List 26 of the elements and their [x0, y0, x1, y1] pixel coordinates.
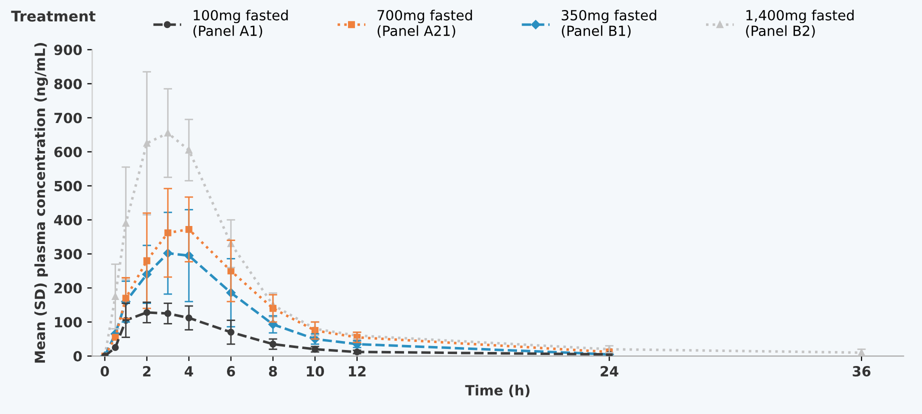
y-tick-label: 900: [54, 44, 82, 56]
legend-label: 350mg fasted (Panel B1): [562, 10, 656, 38]
x-tick-label: 36: [852, 366, 870, 377]
x-axis-title: Time (h): [465, 384, 530, 398]
legend-label: 1,400mg fasted (Panel B2): [746, 10, 854, 38]
y-tick-label: 700: [54, 112, 82, 124]
x-tick-label: 4: [184, 366, 194, 376]
x-tick-label: 6: [226, 366, 236, 377]
x-tick-label: 8: [268, 366, 277, 377]
y-tick-label: 400: [54, 214, 82, 226]
legend-title: Treatment: [11, 10, 96, 22]
y-tick-label: 600: [54, 146, 82, 158]
y-tick-label: 800: [54, 78, 82, 90]
x-tick-label: 0: [100, 366, 109, 377]
y-tick-label: 500: [54, 180, 82, 192]
y-tick-label: 100: [55, 316, 82, 328]
y-tick-label: 0: [73, 351, 82, 362]
y-axis-title: Mean (SD) plasma concentration (ng/mL): [34, 43, 48, 363]
x-tick-label: 10: [306, 366, 324, 377]
legend-label: 100mg fasted (Panel A1): [193, 10, 288, 38]
y-tick-label: 300: [54, 248, 82, 260]
x-tick-label: 12: [348, 366, 366, 376]
legend-label: 700mg fasted (Panel A21): [378, 10, 472, 38]
x-tick-label: 2: [143, 366, 150, 376]
y-tick-label: 200: [54, 282, 82, 294]
x-tick-label: 24: [600, 366, 618, 376]
